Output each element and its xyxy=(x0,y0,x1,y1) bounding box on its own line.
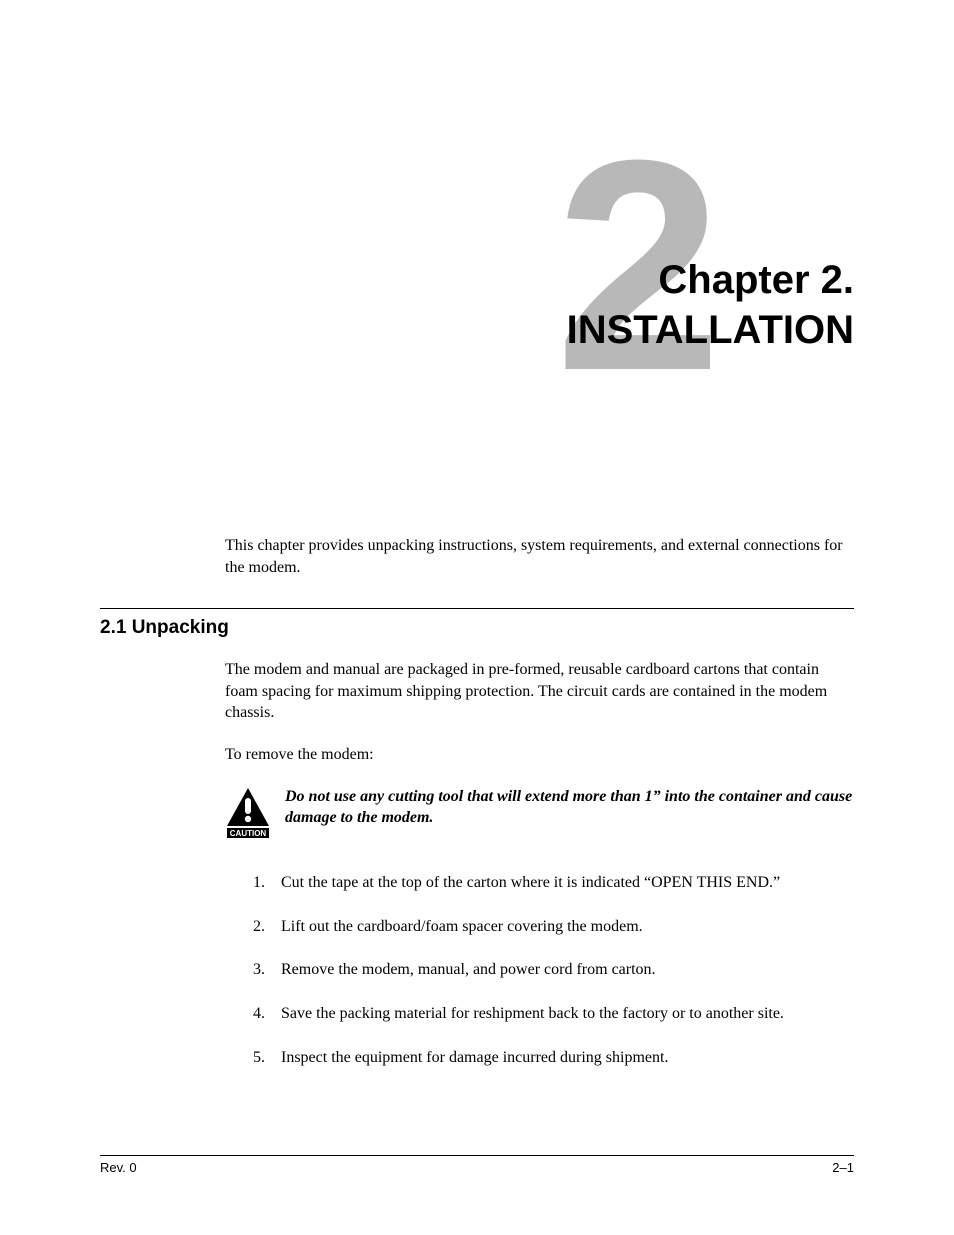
step-item: 5. Inspect the equipment for damage incu… xyxy=(253,1047,854,1069)
footer-row: Rev. 0 2–1 xyxy=(100,1160,854,1175)
chapter-title-line1: Chapter 2. xyxy=(100,255,854,305)
step-text: Inspect the equipment for damage incurre… xyxy=(281,1047,668,1069)
intro-paragraph: This chapter provides unpacking instruct… xyxy=(225,535,854,578)
step-number: 4. xyxy=(253,1003,281,1025)
chapter-title: Chapter 2. INSTALLATION xyxy=(100,215,854,355)
section-body: The modem and manual are packaged in pre… xyxy=(225,659,854,1068)
page-footer: Rev. 0 2–1 xyxy=(100,1155,854,1175)
step-item: 1. Cut the tape at the top of the carton… xyxy=(253,872,854,894)
chapter-header: 2 Chapter 2. INSTALLATION xyxy=(100,215,854,475)
footer-rule xyxy=(100,1155,854,1156)
section-rule xyxy=(100,608,854,609)
caution-block: CAUTION Do not use any cutting tool that… xyxy=(225,786,854,845)
section-para-1: The modem and manual are packaged in pre… xyxy=(225,659,854,724)
footer-left: Rev. 0 xyxy=(100,1160,137,1175)
step-number: 2. xyxy=(253,916,281,938)
step-number: 1. xyxy=(253,872,281,894)
footer-right: 2–1 xyxy=(832,1160,854,1175)
section-para-2: To remove the modem: xyxy=(225,744,854,766)
section-heading: 2.1 Unpacking xyxy=(100,617,854,639)
step-item: 2. Lift out the cardboard/foam spacer co… xyxy=(253,916,854,938)
chapter-title-line2: INSTALLATION xyxy=(100,305,854,355)
step-number: 3. xyxy=(253,959,281,981)
step-text: Save the packing material for reshipment… xyxy=(281,1003,784,1025)
step-item: 4. Save the packing material for reshipm… xyxy=(253,1003,854,1025)
step-text: Cut the tape at the top of the carton wh… xyxy=(281,872,780,894)
step-item: 3. Remove the modem, manual, and power c… xyxy=(253,959,854,981)
step-text: Remove the modem, manual, and power cord… xyxy=(281,959,656,981)
caution-icon: CAUTION xyxy=(225,786,271,845)
caution-label: CAUTION xyxy=(230,829,267,838)
caution-text: Do not use any cutting tool that will ex… xyxy=(285,786,854,829)
step-text: Lift out the cardboard/foam spacer cover… xyxy=(281,916,643,938)
steps-list: 1. Cut the tape at the top of the carton… xyxy=(253,872,854,1068)
page: 2 Chapter 2. INSTALLATION This chapter p… xyxy=(0,0,954,1235)
step-number: 5. xyxy=(253,1047,281,1069)
